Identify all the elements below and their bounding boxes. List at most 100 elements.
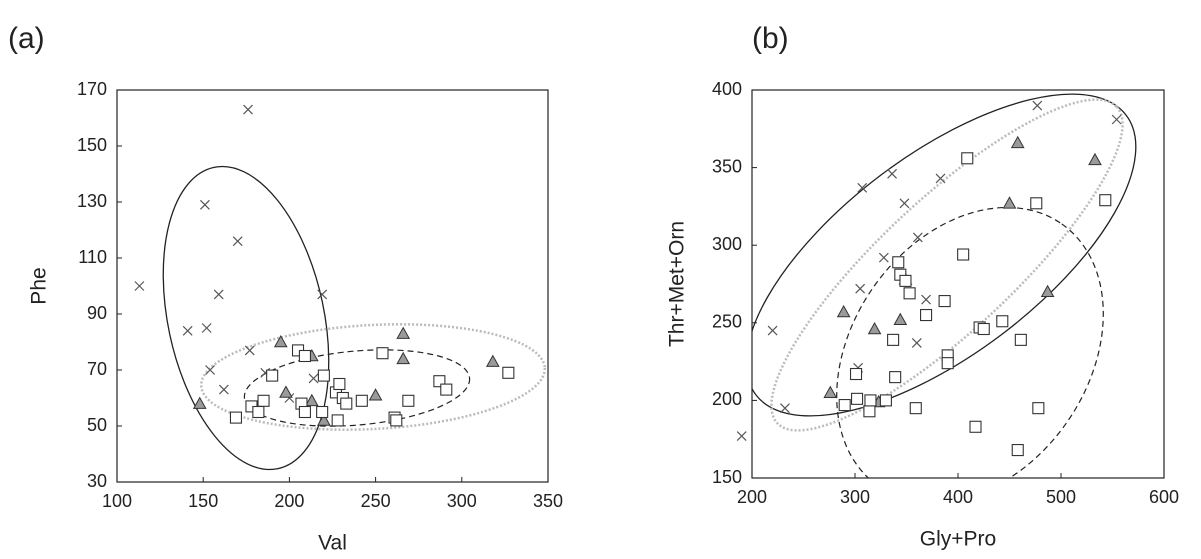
point-square	[996, 315, 1009, 328]
point-cross	[1032, 100, 1043, 111]
point-cross	[182, 325, 193, 336]
point-triangle	[1010, 135, 1025, 149]
point-triangle	[1040, 284, 1055, 298]
point-cross	[855, 283, 866, 294]
point-cross	[878, 252, 889, 263]
point-cross	[244, 345, 255, 356]
point-square	[887, 333, 900, 346]
point-cross	[199, 199, 210, 210]
ellipses-a	[162, 165, 547, 471]
point-square	[957, 248, 970, 261]
point-cross	[887, 168, 898, 179]
ellipse	[770, 98, 1124, 432]
point-cross	[218, 384, 229, 395]
point-square	[252, 405, 265, 419]
point-square	[440, 383, 453, 396]
y-tick-label: 150	[77, 135, 107, 155]
point-triangle	[396, 326, 411, 339]
point-triangle	[368, 388, 383, 401]
y-tick-label: 70	[87, 359, 107, 379]
point-square	[903, 287, 916, 300]
point-triangle	[1088, 152, 1102, 166]
point-square	[849, 367, 863, 381]
point-cross	[912, 232, 923, 243]
panel-title: (a)	[8, 22, 45, 55]
point-square	[402, 394, 415, 407]
ellipses-b	[752, 93, 1137, 478]
point-square	[376, 347, 389, 360]
point-square	[941, 357, 954, 370]
point-cross	[1111, 114, 1122, 125]
point-square	[961, 152, 974, 165]
x-tick-label: 200	[737, 487, 767, 507]
point-square	[298, 349, 311, 363]
point-cross	[213, 289, 224, 300]
point-square	[851, 392, 864, 405]
y-tick-label: 250	[712, 312, 742, 332]
point-square	[340, 397, 353, 410]
y-tick-label: 50	[87, 415, 107, 435]
y-tick-label: 90	[87, 303, 107, 323]
x-tick-label: 350	[533, 491, 563, 511]
point-square	[938, 295, 951, 308]
point-square	[864, 394, 877, 407]
x-axis-label: Val	[318, 532, 347, 555]
point-cross	[911, 338, 922, 348]
point-cross	[780, 403, 790, 414]
point-square	[899, 274, 912, 287]
x-axis-label: Gly+Pro	[920, 528, 996, 551]
point-square	[892, 256, 905, 269]
plot-frame	[751, 89, 1165, 479]
point-square	[1099, 194, 1112, 207]
x-tick-label: 100	[102, 491, 132, 511]
point-triangle	[273, 334, 288, 348]
point-square	[863, 405, 876, 418]
x-tick-label: 400	[943, 487, 973, 507]
x-tick-label: 600	[1149, 487, 1179, 507]
point-triangle	[317, 413, 331, 426]
y-tick-label: 200	[712, 389, 742, 409]
point-square	[390, 414, 403, 427]
point-triangle	[192, 396, 207, 409]
point-square	[879, 394, 892, 407]
point-square	[266, 369, 279, 382]
x-tick-label: 250	[361, 491, 391, 511]
point-triangle	[893, 312, 908, 325]
point-cross	[935, 173, 946, 184]
ellipse	[752, 93, 1137, 417]
y-tick-label: 30	[87, 471, 107, 491]
point-square	[977, 322, 990, 336]
point-square	[969, 420, 982, 433]
ellipse	[243, 349, 471, 427]
x-tick-label: 300	[840, 487, 870, 507]
point-cross	[134, 281, 145, 291]
y-axis-label: Phe	[28, 267, 51, 304]
point-square	[889, 371, 902, 384]
point-cross	[767, 325, 778, 336]
point-square	[1011, 444, 1024, 457]
point-square	[333, 377, 346, 391]
x-tick-label: 150	[188, 491, 218, 511]
point-square	[502, 366, 515, 379]
point-square	[433, 375, 446, 388]
point-cross	[201, 323, 212, 333]
point-cross	[857, 182, 868, 193]
x-tick-label: 500	[1046, 487, 1076, 507]
point-square	[331, 414, 344, 427]
point-square	[298, 405, 311, 419]
point-square	[1032, 402, 1045, 415]
y-tick-label: 400	[712, 79, 742, 99]
y-tick-label: 300	[712, 234, 742, 254]
point-square	[909, 402, 922, 415]
point-cross	[899, 198, 910, 209]
point-square	[838, 399, 851, 412]
y-tick-label: 130	[77, 191, 107, 211]
point-square	[1014, 333, 1027, 346]
point-triangle	[396, 351, 411, 365]
y-tick-label: 110	[78, 247, 107, 267]
point-square	[257, 394, 270, 407]
point-square	[920, 308, 933, 322]
point-triangle	[867, 321, 882, 335]
point-square	[355, 394, 368, 407]
